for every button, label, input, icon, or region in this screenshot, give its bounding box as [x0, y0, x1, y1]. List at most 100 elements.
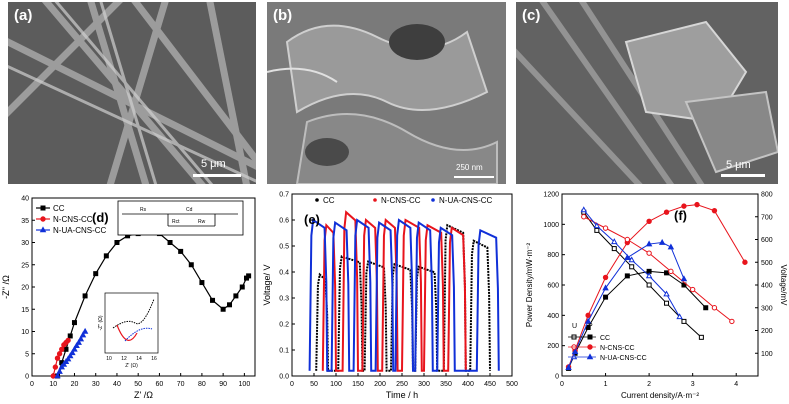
y-tick-label: 0 — [555, 374, 559, 381]
y-axis-label: Voltage/ V — [262, 264, 272, 305]
data-point — [66, 352, 74, 359]
legend-label: CC — [53, 204, 65, 213]
sem-image-b: (b) 250 nm — [267, 2, 506, 184]
voltage-point — [628, 256, 635, 263]
inset-x-tick-label: 12 — [121, 356, 127, 362]
power-point — [658, 238, 666, 245]
y-tick-label: 15 — [21, 307, 29, 314]
voltage-point — [668, 268, 674, 275]
power-point — [585, 324, 591, 330]
x-tick-label: 100 — [330, 381, 342, 388]
data-point — [246, 273, 252, 279]
scale-bar-b — [454, 176, 494, 178]
inset-x-tick-label: 10 — [106, 356, 112, 362]
y2-tick-label: 600 — [761, 237, 773, 244]
circuit-box — [117, 200, 244, 236]
data-point — [81, 327, 89, 334]
voltage-point — [646, 282, 652, 288]
inset-x-tick-label: 14 — [136, 356, 142, 362]
data-point — [65, 337, 71, 344]
x-tick-label: 50 — [134, 381, 142, 388]
x-tick-label: 2 — [647, 381, 651, 388]
voltage-point — [580, 206, 588, 213]
series-line — [308, 218, 500, 372]
y-tick-label: 0.0 — [279, 374, 289, 381]
fiber-texture — [8, 2, 256, 184]
y-tick-label: 400 — [547, 313, 559, 320]
data-point — [178, 248, 184, 254]
x-tick-label: 500 — [506, 381, 518, 388]
sem-image-a: (a) 5 μm — [8, 2, 256, 184]
power-point — [703, 305, 709, 311]
x-axis-label: Time / h — [386, 390, 418, 400]
legend-marker — [315, 198, 319, 202]
x-tick-label: 250 — [396, 381, 408, 388]
y-tick-label: 1000 — [543, 222, 559, 229]
data-point — [233, 293, 239, 299]
data-point — [210, 297, 216, 303]
y2-tick-label: 300 — [761, 305, 773, 312]
x-tick-label: 60 — [156, 381, 164, 388]
x-tick-label: 10 — [49, 381, 57, 388]
power-point — [663, 209, 670, 215]
y-axis-label: -Z'' /Ω — [1, 275, 11, 299]
x-tick-label: 50 — [310, 381, 318, 388]
equivalent-circuit: Rs Cd Rct Rw — [117, 200, 244, 236]
voltage-time-chart: 0 50 100 150 200 250 300 350 400 450 500 0.0 0.1 0.2 0… — [262, 192, 518, 401]
voltage-point — [646, 250, 652, 256]
composite-texture — [516, 2, 778, 184]
y-tick-label: 0.2 — [279, 322, 289, 329]
inset-frame — [104, 292, 159, 354]
legend-label: CC — [323, 196, 335, 205]
power-point — [681, 203, 687, 209]
series-line — [321, 210, 467, 372]
data-point — [239, 284, 245, 290]
power-point — [571, 348, 579, 355]
circuit-label: Rct — [172, 219, 180, 225]
voltage-point — [629, 264, 635, 270]
panel-label-c: (c) — [522, 7, 541, 24]
voltage-point — [711, 305, 718, 311]
voltage-point — [611, 246, 617, 252]
circuit-label: Cd — [186, 207, 193, 213]
power-point — [667, 243, 675, 250]
y2-axis-label: Voltage/mV — [779, 265, 788, 307]
data-point — [103, 253, 109, 259]
y-tick-label: 25 — [21, 262, 29, 269]
y2-tick-label: 500 — [761, 260, 773, 267]
x-tick-label: 100 — [239, 381, 251, 388]
voltage-point — [624, 236, 631, 243]
x-axis-label: Current density/A·m⁻² — [621, 391, 699, 400]
voltage-series-line — [583, 216, 733, 322]
y2-tick-label: 200 — [761, 328, 773, 335]
data-point — [220, 306, 226, 312]
y-tick-label: 35 — [21, 218, 29, 225]
power-point — [645, 240, 653, 247]
y-tick-label: 40 — [21, 196, 29, 203]
data-point — [188, 262, 194, 268]
y-tick-label: 200 — [547, 343, 559, 350]
y-tick-label: 800 — [547, 252, 559, 259]
x-tick-label: 1 — [604, 381, 608, 388]
x-tick-label: 40 — [113, 381, 121, 388]
power-point — [603, 294, 609, 300]
x-tick-label: 0 — [30, 381, 34, 388]
legend-label: CC — [600, 335, 610, 342]
y2-tick-label: 700 — [761, 214, 773, 221]
panel-label-e: (e) — [304, 212, 320, 227]
data-point — [73, 342, 80, 349]
data-point — [114, 240, 120, 245]
x-tick-label: 350 — [440, 381, 452, 388]
y-tick-label: 0 — [25, 374, 29, 381]
data-point — [75, 338, 82, 345]
legend-marker — [431, 198, 435, 202]
data-point — [56, 367, 63, 374]
voltage-point — [681, 318, 687, 324]
y-tick-label: 5 — [25, 351, 29, 358]
x-tick-label: 150 — [352, 381, 364, 388]
data-point — [67, 333, 73, 339]
x-tick-label: 400 — [462, 381, 474, 388]
power-point — [602, 274, 609, 281]
nanosheet-texture — [267, 2, 506, 184]
legend-header-p: P — [588, 323, 593, 330]
